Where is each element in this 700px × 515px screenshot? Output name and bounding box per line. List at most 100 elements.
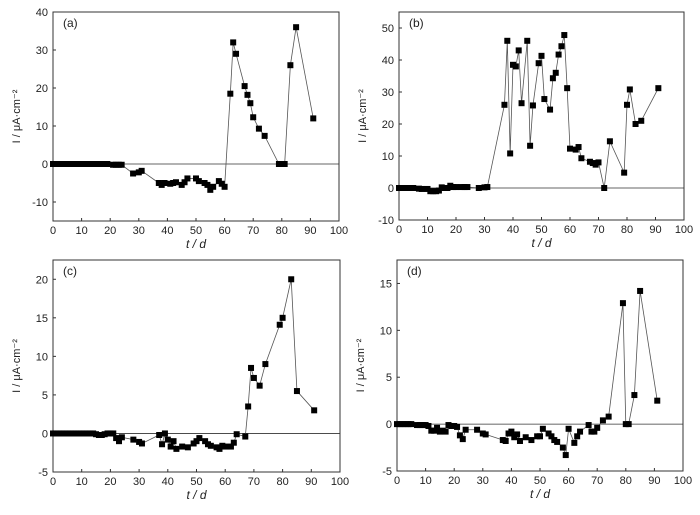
data-point <box>218 180 225 187</box>
y-tick-label: 10 <box>380 325 392 337</box>
data-point <box>408 421 415 428</box>
data-point <box>548 433 555 440</box>
data-point <box>565 425 572 432</box>
data-point <box>310 115 317 122</box>
data-point <box>202 438 209 445</box>
data-point <box>255 125 262 132</box>
data-point <box>116 438 123 445</box>
x-tick-label: 100 <box>674 475 692 487</box>
data-point <box>528 437 535 444</box>
x-tick-label: 90 <box>305 476 317 488</box>
x-tick-label: 20 <box>448 475 460 487</box>
y-tick-label: 0 <box>388 183 394 195</box>
data-point <box>574 433 581 440</box>
y-tick-label: 10 <box>36 121 48 133</box>
data-point <box>637 287 644 294</box>
x-tick-label: 60 <box>564 224 576 236</box>
data-point <box>156 431 163 438</box>
data-point <box>256 382 263 389</box>
x-tick-label: 60 <box>562 475 574 487</box>
y-tick-label: 5 <box>386 372 392 384</box>
data-point <box>221 183 228 190</box>
y-tick-label: -5 <box>382 466 392 478</box>
x-tick-label: 100 <box>330 225 348 237</box>
y-tick-label: 50 <box>382 23 394 35</box>
data-point <box>179 443 186 450</box>
y-tick-label: 30 <box>382 87 394 99</box>
data-point <box>159 441 166 448</box>
data-point <box>204 181 211 188</box>
data-point <box>454 423 461 430</box>
data-point <box>193 438 200 445</box>
x-axis-label: t / d <box>531 236 551 250</box>
x-tick-label: 50 <box>534 475 546 487</box>
data-point <box>196 435 203 442</box>
x-tick-label: 50 <box>535 224 547 236</box>
panel-label: (c) <box>63 264 77 278</box>
data-point <box>241 83 248 90</box>
x-tick-label: 20 <box>104 476 116 488</box>
x-tick-label: 0 <box>394 475 400 487</box>
x-tick-label: 10 <box>75 225 87 237</box>
data-point <box>181 179 188 186</box>
data-point <box>515 47 522 54</box>
data-point <box>230 39 237 46</box>
data-point <box>227 443 234 450</box>
data-point <box>655 85 662 92</box>
data-point <box>227 90 234 97</box>
data-point <box>512 63 519 70</box>
data-point <box>464 184 471 191</box>
data-point <box>288 276 295 283</box>
data-point <box>524 37 531 44</box>
panel-label: (a) <box>63 16 78 30</box>
data-point <box>538 52 545 59</box>
data-point <box>138 167 145 174</box>
x-tick-label: 70 <box>248 476 260 488</box>
data-point <box>555 51 562 58</box>
panel-label: (d) <box>407 264 422 278</box>
data-point <box>514 431 521 438</box>
data-point <box>195 178 202 185</box>
y-tick-label: 10 <box>382 151 394 163</box>
panel-a: 0 10 20 30 40 50 60 70 80 90 100 -10 0 10 20 30 40 (a) t /… <box>11 7 348 251</box>
x-tick-label: 80 <box>276 476 288 488</box>
data-point <box>184 444 191 451</box>
data-point <box>118 434 125 441</box>
y-tick-label: 20 <box>382 119 394 131</box>
panel-label: (b) <box>409 16 424 30</box>
data-point <box>539 425 546 432</box>
x-tick-label: 30 <box>477 475 489 487</box>
data-point <box>418 185 425 192</box>
data-point <box>654 397 661 404</box>
data-point <box>242 433 249 440</box>
data-point <box>233 50 240 57</box>
data-point <box>575 144 582 151</box>
data-point <box>631 392 638 399</box>
data-point <box>606 138 613 145</box>
x-tick-label: 60 <box>218 225 230 237</box>
data-point <box>561 32 568 39</box>
data-point <box>632 121 639 127</box>
data-point <box>624 101 630 108</box>
y-tick-label: 40 <box>36 7 48 19</box>
x-tick-label: 70 <box>591 475 603 487</box>
x-tick-label: 100 <box>331 476 349 488</box>
data-point <box>591 428 598 435</box>
y-tick-label: 15 <box>36 313 48 325</box>
data-point <box>207 442 214 449</box>
data-point <box>245 403 252 410</box>
y-axis-label: I / μA·cm⁻² <box>11 339 23 393</box>
data-point <box>484 184 491 191</box>
data-point <box>552 69 559 76</box>
y-tick-label: 15 <box>380 278 392 290</box>
data-point <box>453 184 459 191</box>
data-point <box>522 434 529 441</box>
y-tick-label: -10 <box>378 215 394 227</box>
x-tick-label: 100 <box>675 224 693 236</box>
plot-frame <box>52 11 340 222</box>
x-axis-label: t / d <box>186 237 206 251</box>
data-point <box>170 438 177 445</box>
